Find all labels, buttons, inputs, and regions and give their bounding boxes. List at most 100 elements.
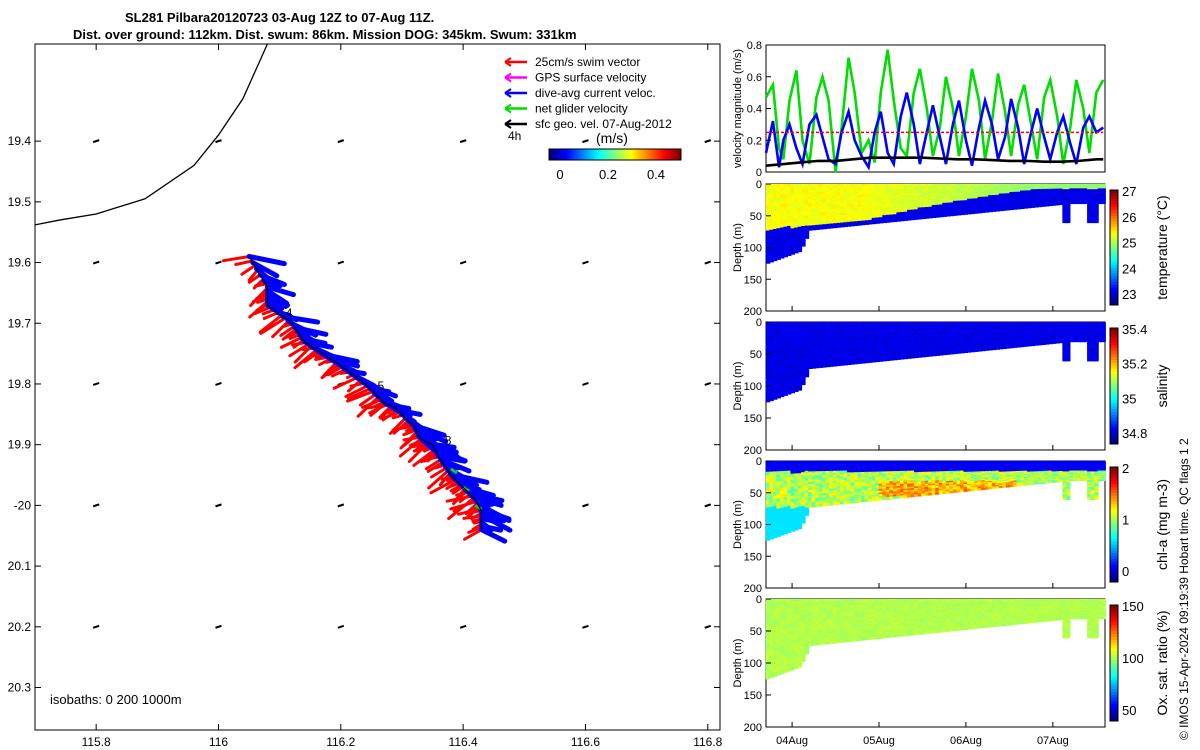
salinity-cell — [1016, 330, 1022, 334]
temperature-cell — [1062, 192, 1067, 196]
temperature-cell — [818, 222, 824, 226]
temperature-cell — [1065, 197, 1071, 201]
salinity-cell — [903, 343, 909, 347]
salinity-cell — [825, 326, 831, 330]
legend-entry-label: net glider velocity — [535, 102, 628, 116]
temperature-cell — [1090, 187, 1096, 191]
salinity-cell — [822, 338, 827, 342]
salinity-cell — [998, 341, 1004, 344]
salinity-cell — [786, 390, 792, 395]
temperature-cell — [801, 217, 806, 222]
temperature-cell — [917, 187, 923, 190]
temperature-cell — [1009, 199, 1014, 203]
salinity-cell — [910, 339, 916, 343]
temperature-cell — [938, 192, 944, 196]
temperature-cell — [1005, 197, 1011, 201]
temperature-cell — [811, 214, 817, 218]
temperature-cell — [794, 205, 799, 210]
salinity-cell — [832, 341, 838, 345]
salinity-cell — [769, 392, 774, 398]
salinity-cell — [1023, 331, 1029, 334]
temperature-cell — [822, 190, 827, 194]
salinity-cell — [998, 322, 1004, 325]
map-colorbar-cell — [629, 149, 632, 160]
temperature-cell — [829, 221, 834, 225]
salinity-cell — [910, 330, 916, 333]
temperature-cell — [832, 209, 838, 213]
salinity-cell — [839, 327, 845, 331]
chl-a-cell — [779, 474, 785, 479]
salinity-cell — [956, 331, 961, 335]
temperature-cell — [797, 205, 803, 210]
salinity-cell — [776, 383, 781, 389]
salinity-cell — [977, 337, 983, 340]
salinity-cell — [1016, 326, 1022, 329]
velocity-y-tick-label: 0 — [756, 167, 762, 179]
temperature-cell — [839, 184, 845, 187]
temperature-cell — [889, 211, 894, 214]
sfc-geo-vel-arrow — [459, 624, 467, 629]
temperature-cell — [857, 211, 863, 215]
temperature-cell — [857, 217, 863, 221]
salinity-cell — [1062, 349, 1067, 353]
temperature-cell — [914, 185, 919, 189]
temperature-cell — [765, 216, 771, 221]
salinity-cell — [868, 338, 873, 342]
temperature-cell — [822, 202, 827, 206]
temperature-colorbar-cell — [1110, 282, 1118, 286]
legend-entry-label: GPS surface velocity — [535, 71, 646, 85]
temperature-cell — [794, 193, 799, 198]
temperature-cell — [998, 194, 1004, 197]
salinity-cell — [942, 336, 947, 340]
salinity-cell — [1087, 349, 1092, 353]
temperature-cell — [970, 211, 976, 215]
salinity-cell — [790, 366, 796, 371]
salinity-cell — [878, 341, 884, 345]
temperature-cell — [1083, 202, 1089, 205]
temperature-cell — [790, 193, 796, 198]
salinity-cell — [928, 341, 933, 345]
temperature-cell — [956, 208, 961, 212]
temperature-cell — [882, 196, 887, 199]
swim-vector — [445, 494, 474, 503]
salinity-cell — [1020, 325, 1025, 328]
temperature-cell — [882, 203, 887, 206]
salinity-cell — [1087, 351, 1092, 355]
salinity-cell — [861, 342, 866, 346]
salinity-cell — [839, 347, 845, 351]
salinity-cell — [857, 351, 863, 355]
salinity-cell — [938, 335, 944, 338]
salinity-cell — [899, 322, 905, 325]
salinity-cell — [1048, 342, 1053, 345]
salinity-cell — [956, 351, 961, 354]
salinity-cell — [942, 338, 947, 341]
temperature-colorbar-cell — [1110, 192, 1118, 197]
salinity-cell — [967, 336, 972, 340]
salinity-cell — [825, 328, 831, 332]
salinity-cell — [1090, 334, 1096, 337]
temperature-cell — [956, 213, 961, 216]
salinity-cell — [938, 353, 944, 356]
temperature-cell — [970, 209, 976, 212]
temperature-cell — [854, 184, 859, 187]
salinity-cell — [1087, 330, 1092, 334]
salinity-cell — [843, 358, 848, 362]
temperature-cell — [931, 203, 937, 207]
temperature-cell — [942, 198, 947, 201]
salinity-cell — [836, 339, 841, 343]
temperature-cell — [832, 221, 838, 225]
temperature-cell — [956, 203, 961, 206]
temperature-cell — [875, 208, 880, 212]
salinity-cell — [921, 353, 926, 356]
temperature-cell — [899, 198, 905, 202]
temperature-cell — [846, 214, 852, 218]
salinity-cell — [984, 346, 990, 349]
salinity-cell — [878, 339, 884, 343]
temperature-cell — [776, 204, 781, 209]
temperature-cell — [970, 189, 976, 192]
temperature-cell — [1005, 202, 1011, 205]
salinity-cell — [998, 345, 1004, 349]
salinity-cell — [836, 357, 841, 361]
temperature-cell — [935, 209, 940, 212]
salinity-cell — [988, 324, 993, 327]
